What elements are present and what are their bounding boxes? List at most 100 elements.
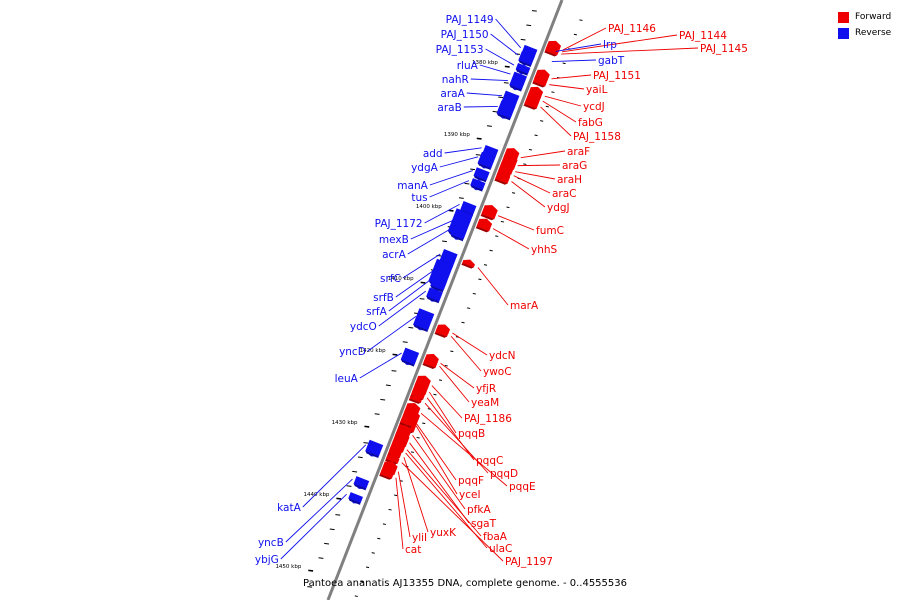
gene-shadow-mana [473, 175, 487, 183]
gene-shadow-cat [379, 474, 392, 480]
tick-mark [562, 62, 566, 65]
legend: Forward Reverse [838, 9, 891, 41]
tick-mark [489, 249, 493, 252]
tick-mark [458, 197, 464, 199]
gene-label-lrp: lrp [603, 39, 617, 51]
gene-leader-ycdj [544, 95, 582, 107]
tick-mark [450, 350, 454, 353]
gene-label-srfa: srfA [366, 306, 387, 318]
gene-shadow-leua [401, 359, 415, 367]
gene-block-paj-1158 [524, 97, 539, 109]
tick-mark [416, 436, 420, 439]
tick-mark [374, 413, 380, 415]
tick-mark [573, 33, 577, 36]
gene-label-arah: araH [557, 174, 582, 186]
gene-block-yeam [423, 356, 438, 369]
gene-label-paj-1151: PAJ_1151 [593, 70, 641, 82]
gene-leader-pqqb [428, 391, 457, 434]
gene-block-paj-1145 [544, 45, 560, 56]
tick-mark [410, 451, 415, 453]
kbp-label: 1440 kbp [304, 492, 330, 498]
gene-label-kata: katA [277, 502, 301, 514]
gene-label-mara: marA [510, 300, 539, 312]
gene-block-yail [532, 75, 548, 87]
tick-mark [391, 370, 397, 372]
gene-leader-rlua [479, 64, 511, 75]
gene-label-yfjr: yfjR [476, 383, 496, 395]
gene-label-araa: araA [440, 88, 465, 100]
gene-label-paj-1146: PAJ_1146 [608, 23, 656, 35]
tick-mark [526, 24, 532, 27]
tick-mark [483, 264, 488, 266]
tick-mark [385, 384, 391, 387]
gene-shadow-yncd [413, 324, 428, 333]
gene-block-paj-1151 [535, 69, 550, 81]
gene-label-yncd: yncD [339, 346, 366, 358]
gene-label-pqqc: pqqC [476, 455, 503, 467]
gene-label-tus: tus [411, 192, 427, 204]
gene-leader-lrp [555, 43, 602, 52]
gene-layer [348, 40, 562, 505]
gene-leader-fumc [497, 215, 535, 231]
gene-leader-ybjg [280, 493, 347, 560]
gene-leader-arag [517, 164, 561, 167]
gene-label-ybjg: ybjG [255, 554, 279, 566]
gene-label-pqqd: pqqD [490, 468, 518, 480]
gene-block-pfka [395, 425, 412, 439]
gene-leader-pqqe [420, 412, 508, 487]
tick-mark [307, 586, 313, 588]
legend-item-reverse: Reverse [838, 25, 891, 41]
tick-mark [545, 105, 549, 108]
legend-label-forward: Forward [855, 12, 892, 22]
gene-leader-araf [520, 150, 566, 159]
tick-mark [486, 125, 492, 127]
gene-leader-paj-1146 [562, 27, 607, 51]
gene-leader-srfc [402, 253, 441, 279]
tick-layer: 1380 kbp 1390 kbp 1400 kbp 1410 kbp 1420 kbp… [275, 10, 583, 597]
gene-label-acra: acrA [382, 249, 407, 261]
gene-leader-fbaa [406, 449, 482, 537]
genome-backbone [326, 0, 564, 600]
kbp-label: 1430 kbp [332, 420, 358, 426]
gene-label-arab: araB [437, 102, 461, 114]
gene-leader-add [444, 147, 482, 154]
tick-mark [444, 364, 448, 367]
gene-leader-acra [407, 228, 451, 255]
gene-block-mara [462, 259, 475, 268]
gene-leader-arah [515, 171, 556, 180]
gene-leader-yncb [285, 478, 353, 543]
tick-mark [388, 508, 392, 511]
gene-leader-paj-1197 [401, 462, 504, 562]
gene-label-paj-1153: PAJ_1153 [436, 44, 484, 56]
gene-label-mana: manA [397, 180, 428, 192]
gene-leader-yncd [367, 315, 417, 352]
gene-shadow-yail [532, 81, 545, 88]
tick-mark [365, 566, 370, 569]
gene-block-paj-1197 [385, 454, 400, 464]
tick-mark [360, 580, 364, 583]
kbp-label: 1380 kbp [472, 60, 498, 66]
gene-leader-paj-1149 [495, 18, 522, 49]
tick-mark [371, 552, 375, 554]
gene-leader-mara [477, 267, 509, 306]
tick-mark [394, 494, 398, 497]
tick-mark [540, 120, 544, 122]
gene-leader-ycei [415, 425, 458, 495]
gene-label-gabt: gabT [598, 55, 625, 67]
gene-shadow-paj-1150 [518, 60, 532, 68]
gene-leader-paj-1186 [431, 385, 463, 419]
gene-shadow-acra [450, 234, 464, 242]
gene-leader-pfka [412, 434, 466, 510]
tick-mark [336, 497, 342, 500]
tick-mark [335, 514, 341, 516]
tick-mark [380, 398, 386, 401]
gene-leader-cat [395, 477, 404, 550]
gene-leader-ylii [397, 471, 411, 538]
gene-label-paj-1150: PAJ_1150 [441, 29, 489, 41]
gene-block-fumc [481, 205, 498, 220]
tick-mark [534, 134, 538, 137]
gene-label-yncb: yncB [258, 537, 284, 549]
gene-leader-mexb [410, 219, 454, 240]
gene-label-fumc: fumC [536, 225, 564, 237]
tick-mark [498, 96, 504, 99]
